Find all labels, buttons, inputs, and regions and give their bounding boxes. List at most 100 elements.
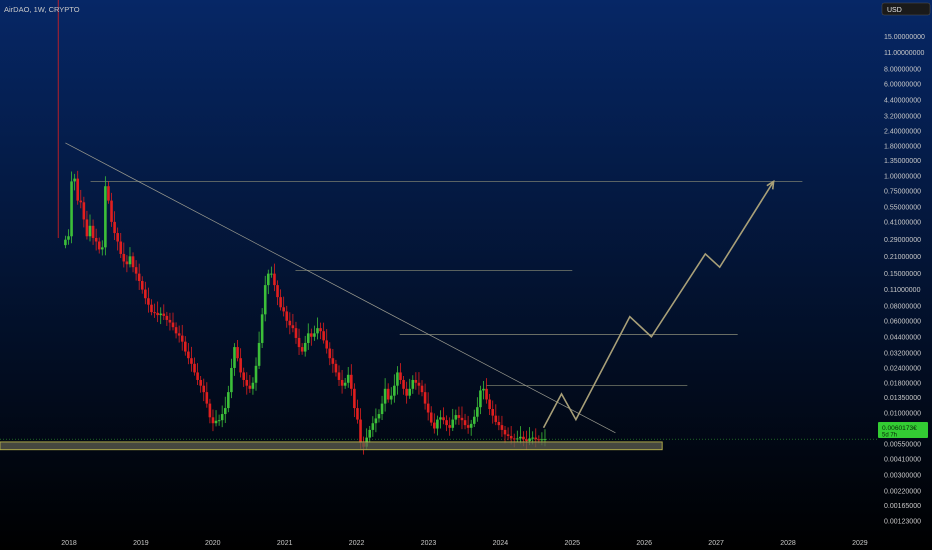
candle-body bbox=[233, 347, 236, 368]
price-tick-label: 0.06000000 bbox=[884, 318, 921, 325]
price-tick-label: 0.01000000 bbox=[884, 411, 921, 418]
candle-body bbox=[380, 403, 384, 415]
candle-body bbox=[423, 392, 427, 404]
candle-body bbox=[245, 379, 249, 386]
candle-body bbox=[528, 438, 531, 442]
candle-body bbox=[393, 385, 396, 396]
price-tick-label: 2.40000000 bbox=[884, 128, 921, 135]
support-zone bbox=[0, 441, 663, 451]
time-tick-label: 2021 bbox=[277, 540, 293, 547]
time-tick-label: 2028 bbox=[780, 540, 796, 547]
candle-body bbox=[516, 438, 519, 440]
candle-body bbox=[171, 322, 175, 328]
candle-body bbox=[85, 219, 89, 237]
candle-body bbox=[310, 333, 313, 337]
candle-body bbox=[476, 407, 479, 417]
current-price-label: 0.0060173€ 5d 7h bbox=[878, 422, 928, 439]
candle-body bbox=[436, 419, 439, 429]
price-tick-label: 0.00300000 bbox=[884, 472, 921, 479]
price-tick-label: 0.03200000 bbox=[884, 351, 921, 358]
candle-body bbox=[193, 363, 196, 373]
candle-body bbox=[359, 419, 362, 443]
candle-body bbox=[457, 415, 461, 418]
time-tick-label: 2027 bbox=[708, 540, 724, 547]
candle-body bbox=[168, 319, 172, 323]
price-tick-label: 15.00000000 bbox=[884, 34, 925, 41]
candle-body bbox=[159, 313, 163, 316]
candle-body bbox=[119, 241, 123, 254]
price-tick-label: 0.00410000 bbox=[884, 456, 921, 463]
current-price-value: 0.0060173€ bbox=[882, 425, 917, 432]
candle-body bbox=[260, 314, 264, 343]
candle-body bbox=[525, 439, 528, 442]
candle-body bbox=[125, 261, 129, 265]
candle-body bbox=[402, 379, 405, 389]
candle-body bbox=[491, 409, 495, 416]
price-tick-label: 11.00000000 bbox=[884, 50, 924, 57]
candle-body bbox=[144, 289, 147, 299]
candle-body bbox=[279, 297, 282, 308]
candle-body bbox=[183, 341, 187, 352]
candle-body bbox=[211, 417, 215, 424]
candle-body bbox=[512, 438, 516, 440]
candle-body bbox=[472, 416, 476, 424]
price-axis[interactable]: 15.00000000 11.00000000 8.00000000 6.000000… bbox=[884, 34, 925, 525]
candle-body bbox=[270, 273, 273, 275]
time-tick-label: 2019 bbox=[133, 540, 149, 547]
candle-body bbox=[100, 247, 104, 250]
time-tick-label: 2018 bbox=[61, 540, 77, 547]
candle-body bbox=[420, 385, 424, 393]
price-tick-label: 0.75000000 bbox=[884, 188, 921, 195]
candle-body bbox=[110, 200, 113, 222]
candle-body bbox=[282, 307, 285, 312]
candle-body bbox=[263, 285, 267, 315]
time-axis[interactable]: 2018 2019 2020 2021 2022 2023 2024 2025 2026 2027… bbox=[61, 540, 868, 547]
candle-body bbox=[214, 420, 218, 424]
candle-body bbox=[94, 237, 98, 242]
price-tick-label: 6.00000000 bbox=[884, 81, 921, 88]
candle-body bbox=[251, 382, 255, 389]
candle-body bbox=[316, 328, 319, 334]
candle-body bbox=[334, 363, 338, 373]
price-tick-label: 4.40000000 bbox=[884, 97, 921, 104]
candle-body bbox=[522, 436, 525, 440]
price-tick-label: 0.21000000 bbox=[884, 254, 921, 261]
candle-body bbox=[408, 388, 412, 396]
candle-body bbox=[340, 379, 344, 386]
candle-body bbox=[107, 186, 110, 201]
candle-body bbox=[399, 372, 402, 380]
currency-badge[interactable]: USD bbox=[881, 2, 931, 16]
price-tick-label: 0.29000000 bbox=[884, 237, 921, 244]
price-tick-label: 0.00220000 bbox=[884, 488, 921, 495]
candle-body bbox=[140, 280, 144, 290]
candle-body bbox=[343, 382, 347, 386]
candle-body bbox=[488, 399, 491, 410]
candle-body bbox=[346, 374, 350, 383]
time-tick-label: 2020 bbox=[205, 540, 221, 547]
candle-body bbox=[147, 298, 150, 305]
price-tick-label: 0.00550000 bbox=[884, 441, 921, 448]
time-tick-label: 2026 bbox=[636, 540, 652, 547]
candle-body bbox=[303, 342, 307, 352]
time-tick-label: 2025 bbox=[565, 540, 581, 547]
candle-body bbox=[122, 253, 126, 262]
candle-body bbox=[291, 325, 295, 329]
price-tick-label: 1.35000000 bbox=[884, 158, 921, 165]
candle-body bbox=[350, 374, 353, 389]
candle-body bbox=[137, 273, 141, 281]
price-tick-label: 0.02400000 bbox=[884, 365, 921, 372]
candle-body bbox=[463, 420, 467, 426]
candle-body bbox=[433, 422, 436, 429]
candle-body bbox=[153, 312, 156, 314]
projection-line bbox=[542, 180, 775, 429]
candle-body bbox=[297, 337, 301, 348]
candle-body bbox=[88, 225, 92, 237]
candle-body bbox=[485, 388, 488, 400]
candle-body bbox=[187, 351, 190, 359]
candle-body bbox=[174, 327, 178, 334]
candle-body bbox=[383, 388, 387, 404]
candle-body bbox=[180, 335, 184, 342]
candle-body bbox=[417, 382, 421, 386]
